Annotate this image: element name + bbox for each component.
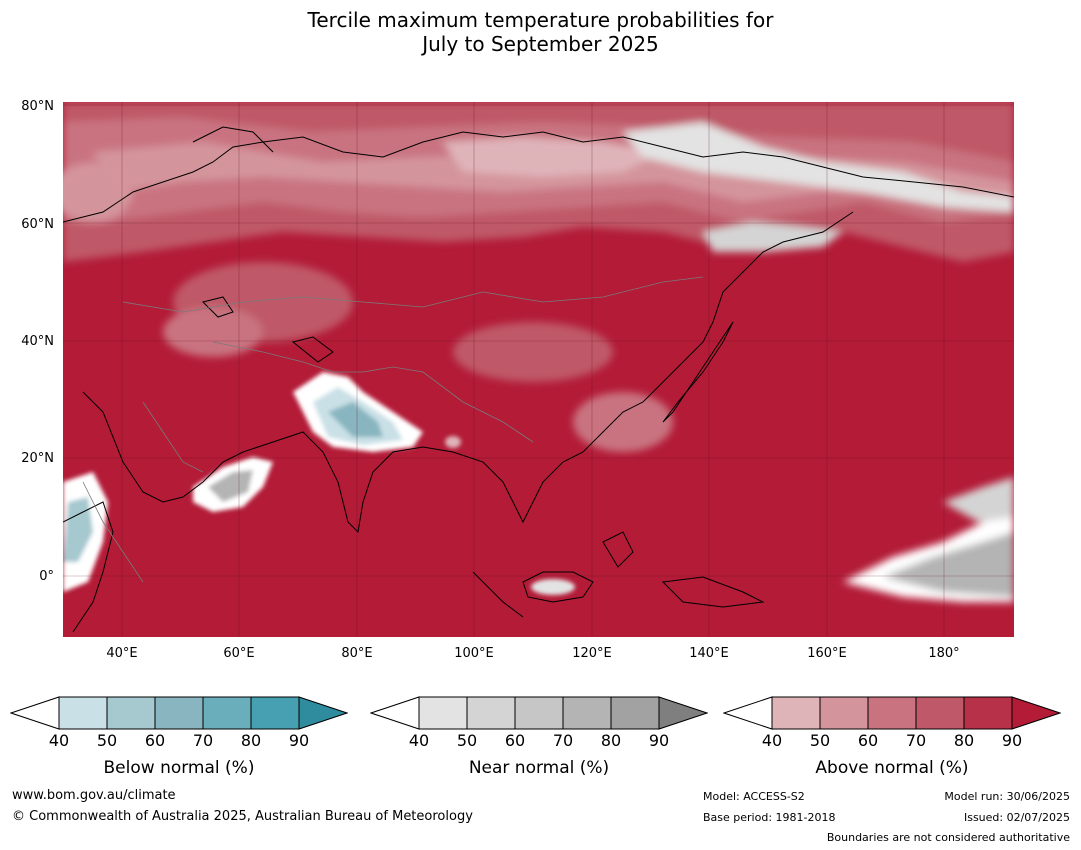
india-below-normal-region	[293, 372, 423, 452]
colorbar-0-segment-3	[154, 696, 204, 730]
lat-label-20n: 20°N	[21, 451, 54, 466]
pacific-near-normal-region	[843, 477, 1014, 602]
colorbar-0-segment-0	[10, 696, 60, 730]
below-normal-colorbar	[10, 696, 348, 730]
above-tick-50: 50	[809, 731, 831, 750]
above-normal-colorbar	[723, 696, 1061, 730]
colorbar-0-segment-1	[58, 696, 108, 730]
northern-weak-above-region	[63, 102, 1014, 262]
colorbar-1-segment-6	[658, 696, 708, 730]
model-text: Model: ACCESS-S2	[703, 790, 805, 803]
colorbar-2-segment-0	[723, 696, 773, 730]
near-tick-70: 70	[552, 731, 574, 750]
colorbar-1-segment-3	[514, 696, 564, 730]
arabian-sea-near-normal-region	[193, 457, 273, 512]
lat-label-80n: 80°N	[21, 99, 54, 114]
colorbar-1-segment-5	[610, 696, 660, 730]
map-svg	[63, 102, 1014, 637]
above-tick-70: 70	[905, 731, 927, 750]
colorbar-2-segment-3	[867, 696, 917, 730]
borneo-small-region	[445, 436, 575, 595]
above-tick-90: 90	[1001, 731, 1023, 750]
lon-label-60e: 60°E	[223, 646, 255, 661]
colorbar-0-segment-2	[106, 696, 156, 730]
lon-label-40e: 40°E	[106, 646, 138, 661]
below-normal-label: Below normal (%)	[103, 758, 255, 778]
lon-label-120e: 120°E	[572, 646, 612, 661]
graticule	[63, 102, 1014, 637]
above-tick-60: 60	[857, 731, 879, 750]
colorbar-1-segment-4	[562, 696, 612, 730]
colorbar-1-segment-1	[418, 696, 468, 730]
near-tick-90: 90	[648, 731, 670, 750]
website-link[interactable]: www.bom.gov.au/climate	[12, 788, 176, 803]
below-tick-50: 50	[96, 731, 118, 750]
lon-label-160e: 160°E	[807, 646, 847, 661]
title-line-2: July to September 2025	[422, 32, 659, 56]
below-tick-90: 90	[288, 731, 310, 750]
below-tick-70: 70	[192, 731, 214, 750]
probability-map	[63, 102, 1014, 637]
near-tick-60: 60	[504, 731, 526, 750]
lon-label-80e: 80°E	[341, 646, 373, 661]
near-tick-80: 80	[600, 731, 622, 750]
east-africa-mixed-region	[63, 472, 108, 592]
title-line-1: Tercile maximum temperature probabilitie…	[307, 8, 774, 32]
colorbar-2-segment-2	[819, 696, 869, 730]
above-normal-label: Above normal (%)	[815, 758, 969, 778]
model-run-text: Model run: 30/06/2025	[944, 790, 1070, 803]
colorbar-2-segment-1	[771, 696, 821, 730]
coastlines	[63, 126, 1014, 633]
near-normal-label: Near normal (%)	[468, 758, 610, 778]
colorbar-2-segment-4	[915, 696, 965, 730]
above-tick-80: 80	[953, 731, 975, 750]
central-asia-moderate-region	[63, 162, 673, 452]
colorbar-0-segment-6	[298, 696, 348, 730]
boundaries-note: Boundaries are not considered authoritat…	[826, 831, 1070, 844]
colorbar-1-segment-0	[370, 696, 420, 730]
near-tick-40: 40	[408, 731, 430, 750]
colorbar-0-segment-5	[250, 696, 300, 730]
lat-label-40n: 40°N	[21, 334, 54, 349]
country-borders	[82, 276, 704, 583]
base-period-text: Base period: 1981-2018	[703, 811, 836, 824]
issued-text: Issued: 02/07/2025	[963, 811, 1070, 824]
lat-label-0: 0°	[39, 569, 54, 584]
below-tick-60: 60	[144, 731, 166, 750]
map-title: Tercile maximum temperature probabilitie…	[0, 8, 1081, 56]
lon-label-100e: 100°E	[454, 646, 494, 661]
colorbar-0-segment-4	[202, 696, 252, 730]
below-tick-40: 40	[48, 731, 70, 750]
copyright-text: © Commonwealth of Australia 2025, Austra…	[12, 809, 473, 824]
below-tick-80: 80	[240, 731, 262, 750]
lat-label-60n: 60°N	[21, 217, 54, 232]
colorbar-2-segment-5	[963, 696, 1013, 730]
near-tick-50: 50	[456, 731, 478, 750]
above-tick-40: 40	[761, 731, 783, 750]
colorbar-2-segment-6	[1011, 696, 1061, 730]
lon-label-180: 180°	[928, 646, 960, 661]
near-normal-colorbar	[370, 696, 708, 730]
lon-label-140e: 140°E	[689, 646, 729, 661]
colorbar-1-segment-2	[466, 696, 516, 730]
